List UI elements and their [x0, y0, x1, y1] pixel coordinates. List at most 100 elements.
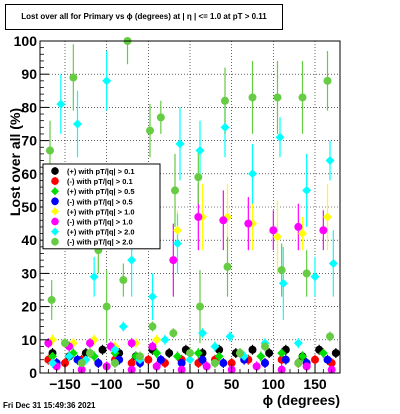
x-tick-label: −100 [91, 376, 123, 392]
data-point [269, 226, 278, 235]
data-point [156, 113, 165, 122]
data-point [278, 278, 288, 288]
data-point [73, 119, 82, 129]
data-point [173, 225, 182, 235]
data-point [293, 338, 303, 348]
data-point [186, 349, 194, 358]
data-point [196, 302, 204, 311]
data-point [202, 362, 211, 371]
data-point [156, 355, 165, 364]
data-point [193, 348, 203, 358]
legend-label: (+) with pT/|q| > 0.1 [67, 167, 135, 176]
data-point [220, 122, 230, 132]
data-point [236, 349, 244, 358]
data-point [248, 93, 257, 102]
data-point [127, 359, 136, 368]
data-point [281, 355, 290, 364]
data-point [219, 216, 228, 225]
y-tick-label: 10 [21, 332, 37, 348]
data-point [323, 212, 332, 222]
data-point [110, 345, 120, 355]
data-point [152, 348, 162, 358]
data-point [326, 332, 334, 341]
data-point [294, 222, 303, 231]
data-point [319, 226, 328, 235]
data-point [302, 362, 311, 371]
data-point [173, 239, 182, 249]
data-point [148, 292, 157, 302]
x-tick-label: −150 [49, 376, 81, 392]
data-point [69, 73, 78, 82]
data-point [111, 359, 119, 368]
y-tick-label: 90 [21, 66, 37, 82]
data-point [277, 348, 287, 358]
y-tick-label: 60 [21, 166, 37, 182]
data-point [198, 355, 207, 364]
data-point [221, 96, 229, 105]
data-point [86, 339, 94, 348]
data-point [175, 139, 185, 149]
data-point [173, 351, 182, 361]
legend-box [42, 163, 161, 250]
data-point [325, 156, 335, 166]
x-tick-label: 150 [303, 376, 327, 392]
data-point [248, 169, 257, 179]
data-point [302, 269, 311, 278]
data-point [177, 359, 186, 368]
legend-label: (+) with pT/|q| > 1.0 [67, 207, 135, 216]
data-point [169, 329, 178, 338]
y-axis-label: Lost over all (%) [7, 108, 23, 216]
y-tick-label: 20 [21, 299, 37, 315]
data-point [127, 339, 136, 348]
data-point [169, 256, 178, 265]
data-point [223, 262, 232, 271]
data-point [86, 349, 94, 358]
data-point [102, 302, 111, 311]
data-point [48, 351, 57, 361]
data-point [261, 359, 269, 368]
data-point [311, 355, 319, 364]
data-point [275, 132, 285, 142]
data-point [302, 185, 312, 195]
data-point [61, 339, 69, 348]
data-point [294, 359, 303, 368]
data-point [331, 349, 340, 358]
data-point [171, 186, 179, 195]
data-point [194, 173, 203, 182]
data-point [144, 355, 153, 364]
y-tick-label: 70 [21, 133, 37, 149]
data-point [261, 342, 269, 351]
y-tick-label: 30 [21, 265, 37, 281]
data-point [244, 219, 253, 228]
y-tick-label: 100 [14, 33, 38, 49]
x-tick-label: 100 [262, 376, 286, 392]
data-point [77, 359, 86, 368]
data-point [127, 255, 137, 265]
data-point [148, 322, 157, 331]
data-point [118, 322, 128, 332]
data-point [102, 76, 112, 86]
data-point [298, 229, 307, 239]
data-point [98, 345, 107, 354]
data-point [148, 342, 157, 351]
data-point [194, 212, 203, 221]
data-point [185, 355, 195, 365]
data-point [252, 362, 261, 371]
data-point [214, 351, 224, 361]
y-tick-label: 0 [29, 365, 37, 381]
data-point [48, 358, 57, 368]
data-point [248, 345, 257, 354]
data-point [152, 335, 162, 345]
data-point [146, 126, 154, 135]
data-point [47, 295, 56, 304]
data-point [210, 341, 220, 351]
data-point [328, 258, 338, 268]
data-point [56, 99, 66, 109]
data-point [211, 359, 219, 368]
x-tick-label: 50 [224, 376, 240, 392]
data-point [119, 276, 128, 285]
data-point [165, 349, 174, 358]
data-point [277, 266, 286, 275]
axis-ticks: 0 10 20 30 40 50 60 70 80 90 100 −150 −100 −50 0 50 100 1… [14, 33, 333, 392]
data-point [195, 146, 205, 156]
